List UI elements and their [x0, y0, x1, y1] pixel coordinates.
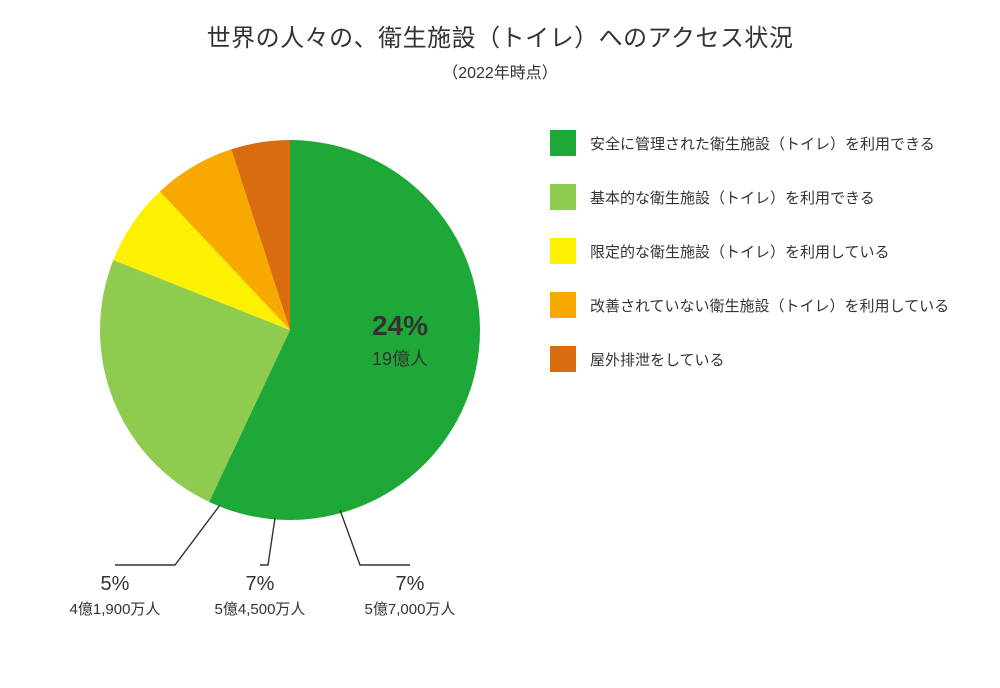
legend-swatch-basic [550, 184, 576, 210]
legend-swatch-open_defecation [550, 346, 576, 372]
legend-item-limited: 限定的な衛生施設（トイレ）を利用している [550, 238, 980, 264]
legend: 安全に管理された衛生施設（トイレ）を利用できる基本的な衛生施設（トイレ）を利用で… [550, 130, 980, 400]
chart-area: 57%45億人24%19億人7%5億7,000万人7%5億4,500万人5%4億… [0, 70, 1000, 670]
legend-label-basic: 基本的な衛生施設（トイレ）を利用できる [590, 187, 875, 208]
callout-percent-limited: 7% [396, 573, 425, 595]
legend-label-open_defecation: 屋外排泄をしている [590, 349, 725, 370]
legend-label-unimproved: 改善されていない衛生施設（トイレ）を利用している [590, 295, 949, 316]
legend-swatch-limited [550, 238, 576, 264]
callout-population-open_defecation: 4億1,900万人 [70, 601, 161, 618]
legend-label-safely_managed: 安全に管理された衛生施設（トイレ）を利用できる [590, 133, 935, 154]
legend-item-basic: 基本的な衛生施設（トイレ）を利用できる [550, 184, 980, 210]
legend-swatch-unimproved [550, 292, 576, 318]
slice-percent-basic: 24% [372, 310, 428, 341]
legend-swatch-safely_managed [550, 130, 576, 156]
leader-open_defecation [115, 505, 220, 565]
legend-label-limited: 限定的な衛生施設（トイレ）を利用している [590, 241, 890, 262]
legend-item-unimproved: 改善されていない衛生施設（トイレ）を利用している [550, 292, 980, 318]
slice-population-basic: 19億人 [372, 349, 428, 369]
legend-item-open_defecation: 屋外排泄をしている [550, 346, 980, 372]
callout-population-unimproved: 5億4,500万人 [215, 601, 306, 618]
callout-percent-unimproved: 7% [246, 573, 275, 595]
leader-unimproved [260, 518, 275, 565]
callout-population-limited: 5億7,000万人 [365, 601, 456, 618]
leader-limited [340, 510, 410, 565]
legend-item-safely_managed: 安全に管理された衛生施設（トイレ）を利用できる [550, 130, 980, 156]
callout-percent-open_defecation: 5% [101, 573, 130, 595]
chart-title: 世界の人々の、衛生施設（トイレ）へのアクセス状況 [0, 18, 1000, 53]
